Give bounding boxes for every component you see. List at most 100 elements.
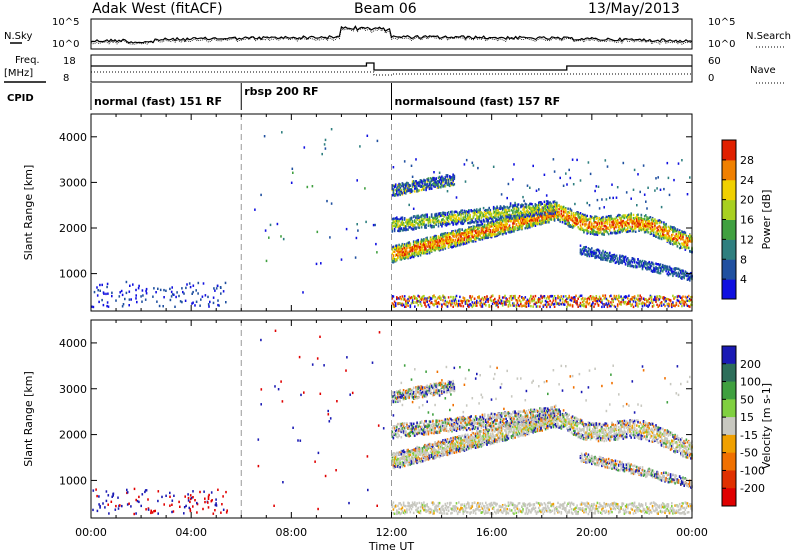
- data-cell: [565, 172, 567, 175]
- nave-trace: [91, 71, 692, 76]
- data-cell: [394, 185, 397, 188]
- data-cell: [406, 302, 408, 305]
- data-cell: [376, 251, 378, 254]
- data-cell: [397, 245, 399, 248]
- data-cell: [517, 207, 520, 210]
- data-cell: [263, 135, 266, 138]
- data-cell: [609, 229, 611, 232]
- data-cell: [529, 299, 531, 303]
- data-cell: [639, 223, 641, 226]
- data-cell: [433, 303, 435, 307]
- data-cell: [106, 285, 108, 289]
- data-cell: [585, 245, 587, 249]
- data-cell: [414, 241, 416, 244]
- data-cell: [513, 302, 515, 305]
- data-cell: [616, 257, 619, 260]
- data-cell: [417, 215, 419, 219]
- data-cell: [414, 187, 416, 190]
- data-cell: [212, 301, 215, 305]
- data-cell: [597, 303, 600, 307]
- data-cell: [403, 225, 406, 228]
- data-cell: [419, 240, 422, 243]
- data-cell: [391, 184, 394, 187]
- data-cell: [433, 243, 435, 246]
- nsearch-tick-bottom: 10^0: [708, 39, 735, 50]
- data-cell: [411, 220, 414, 223]
- data-cell: [107, 305, 110, 308]
- data-cell: [281, 131, 283, 134]
- data-cell: [182, 290, 184, 294]
- data-cell: [397, 249, 399, 252]
- data-cell: [410, 246, 413, 249]
- data-cell: [432, 241, 434, 244]
- data-cell: [498, 296, 501, 300]
- data-cell: [425, 226, 427, 229]
- data-cell: [414, 297, 416, 300]
- data-cell: [603, 206, 605, 209]
- data-cell: [403, 227, 406, 230]
- data-cell: [647, 228, 649, 231]
- data-cell: [660, 237, 663, 241]
- data-cell: [402, 253, 405, 256]
- data-cell: [629, 262, 631, 265]
- data-cell: [586, 201, 588, 205]
- data-cell: [397, 218, 399, 221]
- data-cell: [428, 305, 431, 309]
- data-cell: [402, 183, 405, 186]
- data-cell: [432, 218, 434, 221]
- data-cell: [615, 196, 618, 199]
- data-cell: [430, 248, 433, 251]
- data-cell: [423, 186, 425, 190]
- data-cell: [530, 294, 532, 298]
- data-cell: [152, 295, 154, 298]
- data-cell: [650, 295, 653, 298]
- data-cell: [468, 210, 470, 213]
- data-cell: [437, 225, 440, 228]
- data-cell: [408, 250, 410, 253]
- data-cell: [553, 305, 556, 308]
- data-cell: [575, 294, 577, 297]
- data-cell: [668, 193, 671, 197]
- data-cell: [434, 184, 436, 187]
- data-cell: [407, 224, 409, 228]
- data-cell: [330, 202, 333, 205]
- data-cell: [224, 281, 227, 285]
- data-cell: [444, 296, 447, 299]
- data-cell: [417, 294, 419, 298]
- data-cell: [399, 253, 401, 257]
- data-cell: [471, 161, 474, 164]
- data-cell: [549, 299, 551, 303]
- data-cell: [419, 302, 422, 306]
- data-cell: [491, 294, 494, 297]
- freq-trace: [91, 62, 692, 71]
- data-cell: [418, 226, 421, 229]
- data-cell: [425, 188, 427, 192]
- data-cell: [359, 145, 361, 148]
- data-cell: [453, 235, 456, 238]
- data-cell: [399, 302, 401, 305]
- data-cell: [101, 283, 103, 287]
- data-cell: [612, 299, 614, 302]
- data-cell: [639, 190, 641, 194]
- data-cell: [280, 235, 282, 238]
- data-cell: [138, 284, 140, 288]
- data-cell: [424, 240, 426, 244]
- data-cell: [424, 216, 426, 219]
- data-cell: [414, 223, 416, 227]
- data-cell: [663, 187, 665, 191]
- data-cell: [420, 217, 423, 220]
- data-cell: [451, 301, 453, 305]
- data-cell: [637, 173, 639, 176]
- data-cell: [423, 301, 425, 304]
- data-cell: [403, 256, 406, 259]
- data-cell: [438, 171, 441, 174]
- data-cell: [403, 160, 406, 163]
- data-cell: [447, 211, 450, 214]
- data-cell: [124, 297, 126, 301]
- data-cell: [485, 300, 487, 303]
- data-cell: [398, 182, 400, 186]
- data-cell: [406, 244, 408, 247]
- data-cell: [410, 296, 413, 299]
- data-cell: [426, 252, 428, 255]
- data-cell: [415, 180, 417, 183]
